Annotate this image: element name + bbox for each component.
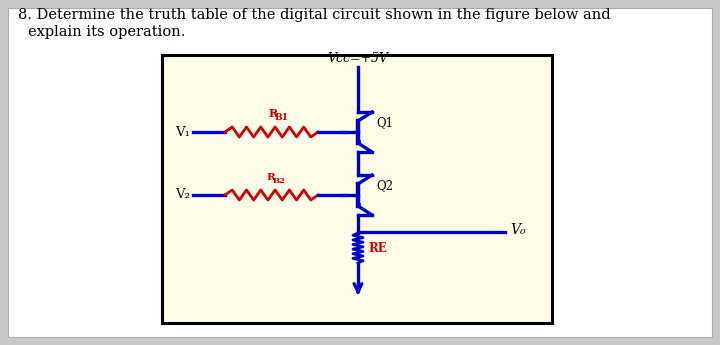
Text: V₂: V₂: [175, 188, 190, 201]
Text: R: R: [269, 108, 278, 119]
Text: Q1: Q1: [376, 117, 393, 129]
Text: Q2: Q2: [376, 179, 393, 193]
Text: explain its operation.: explain its operation.: [28, 25, 185, 39]
Text: 8. Determine the truth table of the digital circuit shown in the figure below an: 8. Determine the truth table of the digi…: [18, 8, 611, 22]
Text: RE: RE: [368, 241, 387, 255]
Text: V₀: V₀: [510, 223, 526, 237]
Text: V₁: V₁: [175, 126, 190, 138]
Bar: [162, 55, 552, 323]
Text: B2: B2: [272, 177, 285, 185]
Text: B1: B1: [274, 113, 289, 122]
Text: R: R: [266, 173, 275, 182]
Text: Vcc=+5V: Vcc=+5V: [328, 52, 389, 65]
